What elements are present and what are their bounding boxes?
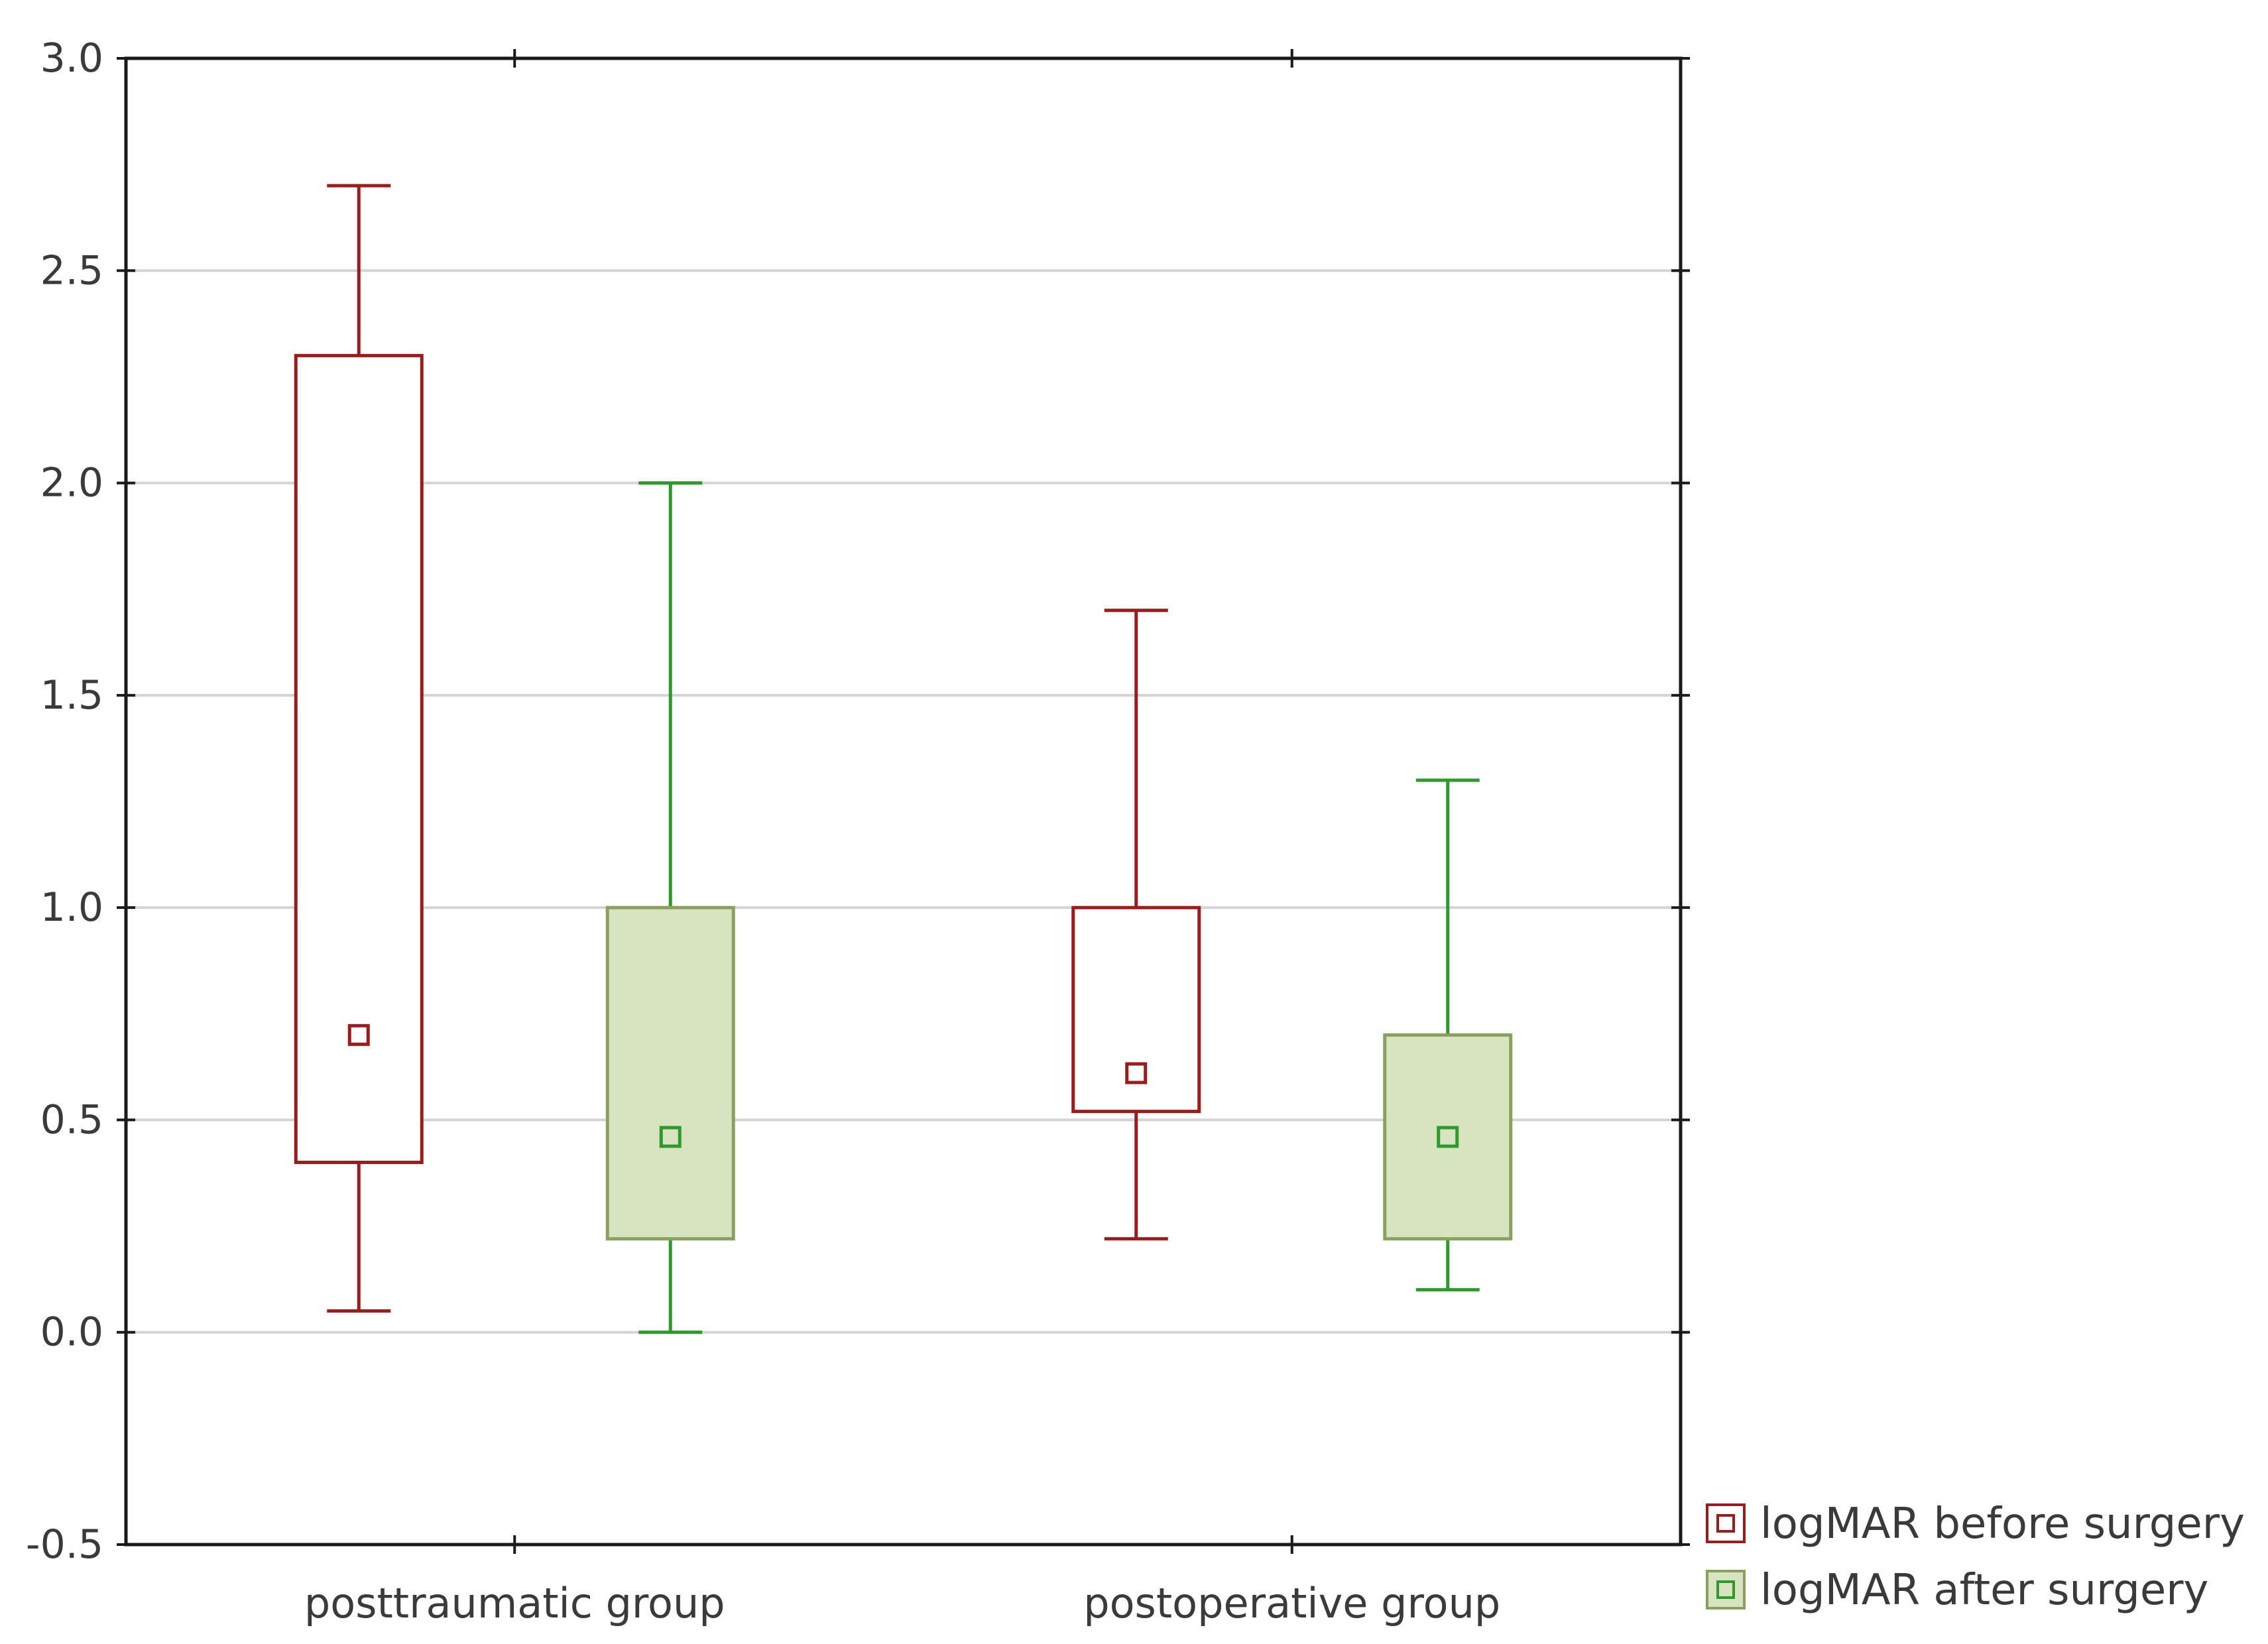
legend-swatch	[1706, 1570, 1746, 1610]
legend-marker	[1716, 1580, 1735, 1599]
y-tick-label: 2.5	[40, 247, 103, 294]
legend-marker	[1716, 1514, 1735, 1533]
x-category-label: posttraumatic group	[304, 1579, 725, 1627]
y-tick-label: 1.5	[40, 672, 103, 719]
center-marker	[347, 1024, 370, 1046]
boxes	[294, 184, 1513, 1334]
plot-frame	[124, 56, 1683, 1547]
y-tick-label: 1.0	[40, 884, 103, 931]
legend: logMAR before surgery logMAR after surger…	[1706, 1499, 2245, 1615]
legend-label: logMAR before surgery	[1760, 1499, 2245, 1549]
x-category-label: postoperative group	[1083, 1579, 1500, 1627]
center-marker	[1437, 1126, 1459, 1148]
y-tick-label: 3.0	[40, 35, 103, 82]
y-tick-label: 2.0	[40, 460, 103, 506]
box-body	[605, 906, 735, 1241]
box-0-1	[1071, 609, 1201, 1241]
box-0-0	[294, 184, 424, 1313]
y-tick-label: 0.0	[40, 1309, 103, 1356]
box-1-0	[605, 481, 735, 1334]
center-marker	[1125, 1062, 1148, 1085]
box-1-1	[1383, 778, 1513, 1292]
legend-swatch	[1706, 1503, 1746, 1543]
axes: 3.0 2.5 2.0 1.5 1.0 0.5 0.0 -0.5 posttraumatic g…	[26, 35, 1690, 1627]
y-tick-label: -0.5	[26, 1521, 103, 1568]
center-marker	[659, 1126, 682, 1148]
legend-label: logMAR after surgery	[1760, 1566, 2208, 1615]
y-tick-label: 0.5	[40, 1096, 103, 1143]
